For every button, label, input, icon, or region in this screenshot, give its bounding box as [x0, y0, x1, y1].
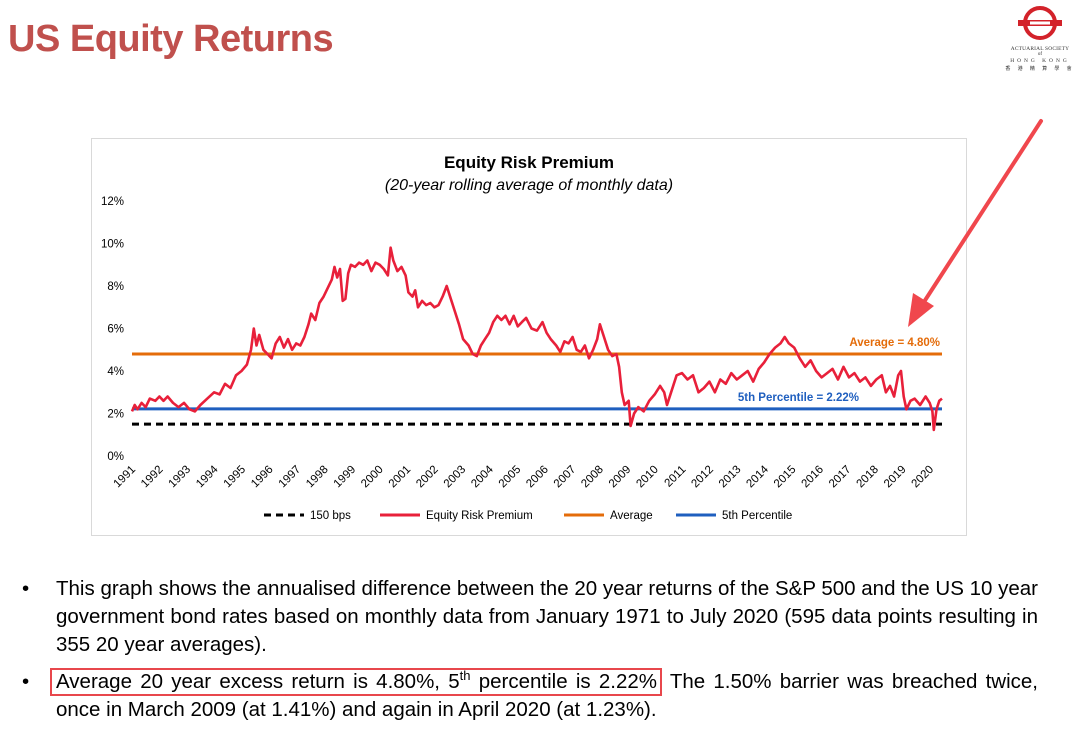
x-tick-label: 1997 — [277, 464, 304, 491]
highlight-text-b: percentile is 2.22% — [470, 670, 657, 693]
logo-line-3: HONG KONG — [1010, 58, 1070, 64]
x-tick-label: 2002 — [414, 464, 441, 491]
x-tick-label: 1992 — [139, 464, 166, 491]
bullet-text-rest: The 1.50% barrier was breached twice, on… — [56, 670, 1038, 721]
bullet-item: • Average 20 year excess return is 4.80%… — [18, 668, 1038, 724]
x-tick-label: 2000 — [359, 464, 386, 491]
x-tick-label: 1999 — [332, 464, 359, 491]
y-axis: 0% 2% 4% 6% 8% 10% 12% — [101, 196, 124, 463]
annotations: Average = 4.80% 5th Percentile = 2.22% — [738, 337, 940, 404]
x-tick-label: 2017 — [827, 464, 854, 491]
equity-risk-premium-chart: Equity Risk Premium (20-year rolling ave… — [101, 153, 943, 522]
x-tick-label: 2015 — [772, 464, 799, 491]
legend-label: 5th Percentile — [722, 510, 792, 522]
x-tick-label: 1996 — [249, 464, 276, 491]
x-tick-label: 2013 — [717, 464, 744, 491]
bullet-list: • This graph shows the annualised differ… — [18, 575, 1038, 724]
page-title: US Equity Returns — [8, 18, 334, 60]
y-tick-label: 2% — [107, 409, 124, 421]
x-tick-label: 1995 — [222, 464, 249, 491]
society-logo: ACTUARIAL SOCIETY of HONG KONG 香 港 精 算 學… — [1002, 6, 1078, 76]
x-tick-label: 2005 — [497, 464, 524, 491]
bullet-text: This graph shows the annualised differen… — [56, 577, 1038, 656]
x-tick-label: 2003 — [442, 464, 469, 491]
x-tick-label: 2009 — [607, 464, 634, 491]
legend: 150 bps Equity Risk Premium Average 5th Per… — [264, 510, 792, 522]
x-tick-label: 2001 — [387, 464, 414, 491]
x-tick-label: 1994 — [194, 463, 221, 490]
logo-line-2: of — [1037, 52, 1043, 57]
x-tick-label: 1998 — [304, 464, 331, 491]
bullet-item: • This graph shows the annualised differ… — [18, 575, 1038, 659]
x-tick-label: 2019 — [882, 464, 909, 491]
y-tick-label: 4% — [107, 366, 124, 378]
percentile-annotation: 5th Percentile = 2.22% — [738, 392, 859, 404]
x-tick-label: 2004 — [469, 463, 496, 490]
y-tick-label: 10% — [101, 239, 124, 251]
highlighted-summary: Average 20 year excess return is 4.80%, … — [50, 668, 662, 696]
y-tick-label: 6% — [107, 324, 124, 336]
y-tick-label: 8% — [107, 281, 124, 293]
x-tick-label: 2014 — [744, 463, 771, 490]
x-tick-label: 2006 — [524, 464, 551, 491]
x-tick-label: 1993 — [167, 464, 194, 491]
x-tick-label: 2012 — [689, 464, 716, 491]
y-tick-label: 0% — [107, 451, 124, 463]
plot-area — [130, 246, 943, 432]
logo-line-4: 香 港 精 算 學 會 — [1005, 67, 1075, 72]
bullet-dot: • — [22, 577, 30, 600]
x-tick-label: 2008 — [579, 464, 606, 491]
x-tick-label: 1991 — [112, 464, 139, 491]
highlight-sup: th — [459, 668, 471, 684]
logo-line-1: ACTUARIAL SOCIETY — [1010, 46, 1070, 52]
legend-label: 150 bps — [310, 510, 351, 522]
legend-label: Equity Risk Premium — [426, 510, 533, 522]
x-tick-label: 2007 — [552, 464, 579, 491]
chart-subtitle: (20-year rolling average of monthly data… — [385, 177, 673, 194]
chart-title: Equity Risk Premium — [444, 153, 614, 172]
logo-emblem-icon — [1018, 6, 1062, 40]
x-tick-label: 2020 — [910, 464, 937, 491]
highlight-text-a: Average 20 year excess return is 4.80%, … — [56, 670, 460, 693]
bullet-dot: • — [22, 670, 30, 693]
chart-panel: Equity Risk Premium (20-year rolling ave… — [91, 138, 967, 536]
x-axis: 1991 1992 1993 1994 1995 1996 1997 1998 1999 2000… — [112, 463, 937, 490]
x-tick-label: 2018 — [855, 464, 882, 491]
average-annotation: Average = 4.80% — [849, 337, 940, 349]
x-tick-label: 2016 — [799, 464, 826, 491]
x-tick-label: 2011 — [662, 464, 688, 490]
legend-label: Average — [610, 510, 653, 522]
x-tick-label: 2010 — [634, 464, 661, 491]
series-line-equity-risk-premium — [130, 246, 943, 432]
y-tick-label: 12% — [101, 196, 124, 208]
